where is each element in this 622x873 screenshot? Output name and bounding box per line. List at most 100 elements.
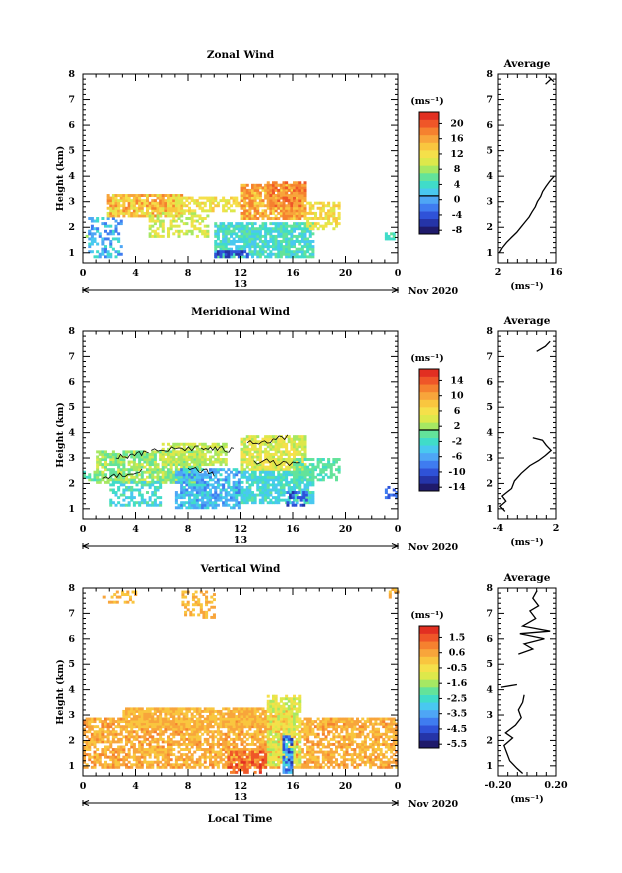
heatmap-cell: [222, 199, 226, 203]
heatmap-cell: [209, 458, 213, 461]
heatmap-cell: [169, 737, 173, 741]
heatmap-cell: [111, 199, 115, 203]
heatmap-cell: [287, 252, 291, 256]
heatmap-cell: [101, 475, 105, 479]
heatmap-cell: [264, 237, 268, 241]
heatmap-cell: [159, 458, 163, 461]
heatmap-cell: [324, 222, 328, 226]
colorbar-swatch: [419, 188, 439, 197]
heatmap-cell: [119, 460, 123, 464]
heatmap-cell: [127, 725, 131, 729]
heatmap-cell: [188, 442, 192, 446]
heatmap-cell: [209, 196, 213, 200]
heatmap-cell: [237, 717, 241, 721]
heatmap-cell: [300, 720, 304, 724]
heatmap-cell: [177, 763, 181, 767]
colorbar-swatch: [419, 384, 439, 393]
heatmap-cell: [188, 503, 192, 507]
heatmap-cell: [203, 475, 207, 479]
heatmap-cell: [117, 722, 121, 726]
heatmap-cell: [308, 475, 312, 479]
heatmap-cell: [232, 730, 236, 734]
heatmap-cell: [303, 485, 307, 489]
heatmap-cell: [290, 186, 294, 190]
heatmap-cell: [209, 450, 213, 454]
heatmap-cell: [206, 480, 210, 484]
heatmap-cell: [111, 753, 115, 757]
heatmap-cell: [167, 194, 171, 197]
heatmap-cell: [314, 742, 318, 746]
heatmap-cell: [245, 252, 249, 256]
heatmap-cell: [195, 727, 199, 731]
heatmap-cell: [83, 748, 87, 751]
heatmap-cell: [264, 730, 268, 734]
heatmap-cell: [172, 224, 176, 228]
heatmap-cell: [279, 214, 283, 218]
heatmap-cell: [130, 732, 134, 736]
heatmap-cell: [235, 732, 239, 736]
heatmap-cell: [106, 765, 110, 769]
colorbar-tick-label: 14: [450, 375, 464, 386]
heatmap-cell: [140, 755, 144, 759]
heatmap-cell: [230, 252, 234, 256]
heatmap-cell: [138, 740, 142, 744]
heatmap-cell: [308, 740, 312, 744]
heatmap-cell: [303, 765, 307, 769]
heatmap-cell: [151, 763, 155, 767]
heatmap-cell: [300, 722, 304, 726]
heatmap-cell: [119, 732, 123, 736]
heatmap-cell: [258, 452, 262, 456]
heatmap-cell: [261, 450, 265, 454]
heatmap-cell: [195, 735, 199, 739]
heatmap-cell: [303, 240, 307, 243]
heatmap-cell: [169, 458, 173, 461]
heatmap-cell: [253, 191, 257, 195]
heatmap-cell: [311, 496, 315, 500]
heatmap-cell: [180, 470, 184, 474]
colorbar-tick-label: 0: [454, 195, 461, 206]
heatmap-cell: [269, 501, 273, 505]
heatmap-cell: [130, 493, 134, 497]
heatmap-cell: [201, 460, 205, 464]
heatmap-cell: [172, 478, 176, 482]
heatmap-cell: [230, 247, 234, 251]
heatmap-cell: [222, 196, 226, 200]
heatmap-cell: [169, 452, 173, 456]
heatmap-cell: [172, 765, 176, 769]
heatmap-cell: [314, 468, 318, 472]
heatmap-cell: [308, 745, 312, 749]
heatmap-cell: [101, 455, 105, 459]
heatmap-cell: [140, 465, 144, 469]
heatmap-cell: [219, 493, 223, 497]
heatmap-cell: [132, 750, 136, 754]
heatmap-cell: [308, 720, 312, 724]
heatmap-cell: [235, 488, 239, 492]
heatmap-cell: [227, 498, 231, 502]
heatmap-cell: [248, 496, 252, 500]
heatmap-cell: [308, 760, 312, 764]
heatmap-cell: [209, 503, 213, 507]
heatmap-cell: [282, 204, 286, 208]
heatmap-cell: [193, 732, 197, 736]
heatmap-cell: [211, 742, 215, 746]
heatmap-cell: [219, 240, 223, 243]
heatmap-cell: [111, 730, 115, 734]
heatmap-cell: [295, 473, 299, 477]
heatmap-cell: [300, 458, 304, 461]
heatmap-cell: [222, 204, 226, 208]
heatmap-cell: [117, 455, 121, 459]
heatmap-cell: [209, 501, 213, 505]
heatmap-cell: [109, 732, 113, 736]
heatmap-cell: [164, 755, 168, 759]
heatmap-cell: [114, 760, 118, 764]
heatmap-cell: [256, 450, 260, 454]
heatmap-cell: [240, 252, 244, 256]
avg-y-tick-label: 3: [486, 197, 493, 208]
heatmap-cell: [329, 222, 333, 226]
heatmap-cell: [193, 465, 197, 469]
heatmap-cell: [206, 501, 210, 505]
heatmap-cell: [96, 758, 100, 762]
heatmap-cell: [130, 460, 134, 464]
heatmap-cell: [130, 199, 134, 203]
heatmap-cell: [303, 501, 307, 505]
